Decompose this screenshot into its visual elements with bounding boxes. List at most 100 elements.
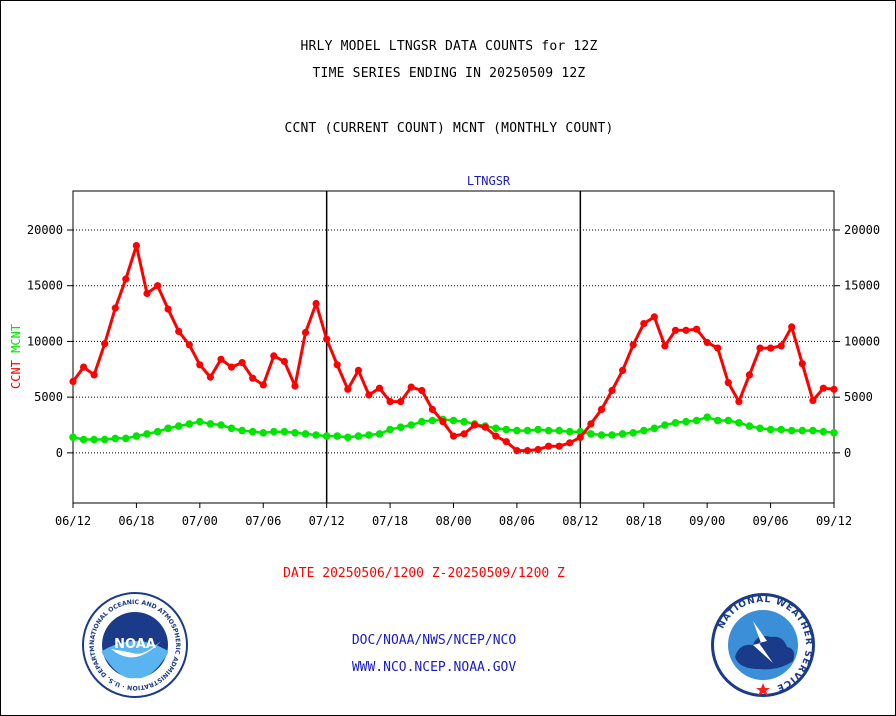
data-point-ccnt <box>206 373 214 381</box>
data-point-mcnt <box>460 417 468 426</box>
data-point-ccnt <box>661 342 669 350</box>
data-point-mcnt <box>650 424 659 433</box>
data-point-mcnt <box>90 435 98 444</box>
data-point-mcnt <box>756 424 764 433</box>
data-point-mcnt <box>618 430 627 438</box>
x-tick-label: 07/12 <box>309 514 345 528</box>
data-point-mcnt <box>502 425 511 434</box>
data-point-mcnt <box>280 427 289 436</box>
data-point-ccnt <box>735 398 743 406</box>
data-point-mcnt <box>661 421 669 429</box>
data-point-ccnt <box>375 384 384 392</box>
data-point-ccnt <box>671 326 680 334</box>
data-point-ccnt <box>471 421 479 429</box>
data-point-ccnt <box>69 377 77 386</box>
x-tick-label: 09/06 <box>753 514 789 528</box>
data-point-ccnt <box>724 379 732 387</box>
data-point-ccnt <box>682 326 690 334</box>
data-point-mcnt <box>111 434 120 443</box>
data-point-mcnt <box>640 426 648 435</box>
data-point-ccnt <box>428 405 436 413</box>
data-point-ccnt <box>164 305 172 313</box>
data-point-mcnt <box>798 426 807 435</box>
data-point-mcnt <box>396 423 405 432</box>
y-tick-label-right: 10000 <box>844 334 880 348</box>
data-point-mcnt <box>100 435 109 444</box>
data-point-ccnt <box>481 423 489 431</box>
data-point-ccnt <box>714 344 722 352</box>
data-point-ccnt <box>354 366 362 374</box>
data-point-ccnt <box>333 361 341 369</box>
data-point-ccnt <box>788 323 796 331</box>
data-point-mcnt <box>185 420 194 428</box>
data-point-ccnt <box>238 359 246 367</box>
data-point-ccnt <box>597 405 606 413</box>
data-point-mcnt <box>671 419 680 427</box>
data-point-ccnt <box>809 396 817 405</box>
data-point-mcnt <box>333 432 342 440</box>
line-chart: 0 0 5000 5000 10000 10000 15000 15000 20000 20000… <box>9 174 880 528</box>
data-point-ccnt <box>280 357 288 366</box>
y-axis-label-mcnt: MCNT <box>9 324 23 360</box>
data-point-mcnt <box>122 434 130 443</box>
data-point-ccnt <box>650 313 658 321</box>
data-point-ccnt <box>122 275 130 283</box>
data-point-mcnt <box>534 425 542 434</box>
data-point-ccnt <box>154 282 162 290</box>
x-tick-label: 07/00 <box>182 514 218 528</box>
x-tick-label: 08/06 <box>499 514 535 528</box>
data-point-ccnt <box>798 360 806 368</box>
data-point-ccnt <box>365 391 373 399</box>
credit-url-label: WWW.NCO.NCEP.NOAA.GOV <box>351 660 517 675</box>
data-point-mcnt <box>69 433 77 442</box>
data-point-ccnt <box>249 374 257 382</box>
data-point-ccnt <box>312 299 320 308</box>
data-point-ccnt <box>449 432 458 440</box>
data-point-mcnt <box>544 426 553 435</box>
data-point-mcnt <box>449 416 458 425</box>
data-point-ccnt <box>587 420 595 428</box>
data-point-ccnt <box>175 327 183 335</box>
x-tick-label: 08/12 <box>562 514 598 528</box>
date-range-label: DATE 20250506/1200 Z-20250509/1200 Z <box>283 566 565 581</box>
data-point-mcnt <box>196 417 204 426</box>
data-point-ccnt <box>534 445 542 454</box>
y-tick-label-right: 5000 <box>844 390 873 404</box>
data-point-ccnt <box>513 447 521 455</box>
data-point-mcnt <box>301 430 310 438</box>
data-point-ccnt <box>640 320 648 328</box>
data-point-ccnt <box>756 344 764 352</box>
data-point-ccnt <box>386 398 394 406</box>
data-point-mcnt <box>523 426 532 435</box>
data-point-mcnt <box>418 417 426 426</box>
data-point-mcnt <box>174 422 183 430</box>
data-point-mcnt <box>682 417 690 426</box>
data-point-mcnt <box>375 430 384 438</box>
data-point-ccnt <box>545 442 553 450</box>
data-point-mcnt <box>766 425 775 434</box>
y-tick-label-right: 0 <box>844 446 851 460</box>
data-point-ccnt <box>143 289 151 298</box>
noaa-seal-icon: NATIONAL OCEANIC AND ATMOSPHERIC ADMINIS… <box>81 591 188 698</box>
data-point-mcnt <box>143 430 151 438</box>
x-tick-label: 09/12 <box>816 514 852 528</box>
y-tick-label-right: 20000 <box>844 223 880 237</box>
data-point-ccnt <box>217 355 225 363</box>
data-point-ccnt <box>259 381 267 389</box>
data-point-mcnt <box>344 433 352 442</box>
y-tick-label-left: 5000 <box>34 390 63 404</box>
data-point-mcnt <box>365 431 373 439</box>
chart-series-title: LTNGSR <box>467 174 511 188</box>
x-tick-label: 08/18 <box>626 514 662 528</box>
data-point-ccnt <box>301 328 310 337</box>
data-point-ccnt <box>777 342 785 350</box>
data-point-ccnt <box>323 335 331 343</box>
data-point-mcnt <box>153 427 162 436</box>
data-point-mcnt <box>830 429 838 437</box>
data-point-mcnt <box>629 429 637 437</box>
data-point-ccnt <box>502 438 510 446</box>
data-point-ccnt <box>196 361 204 369</box>
data-point-ccnt <box>407 383 415 391</box>
data-point-mcnt <box>354 432 363 440</box>
data-point-mcnt <box>724 416 733 425</box>
